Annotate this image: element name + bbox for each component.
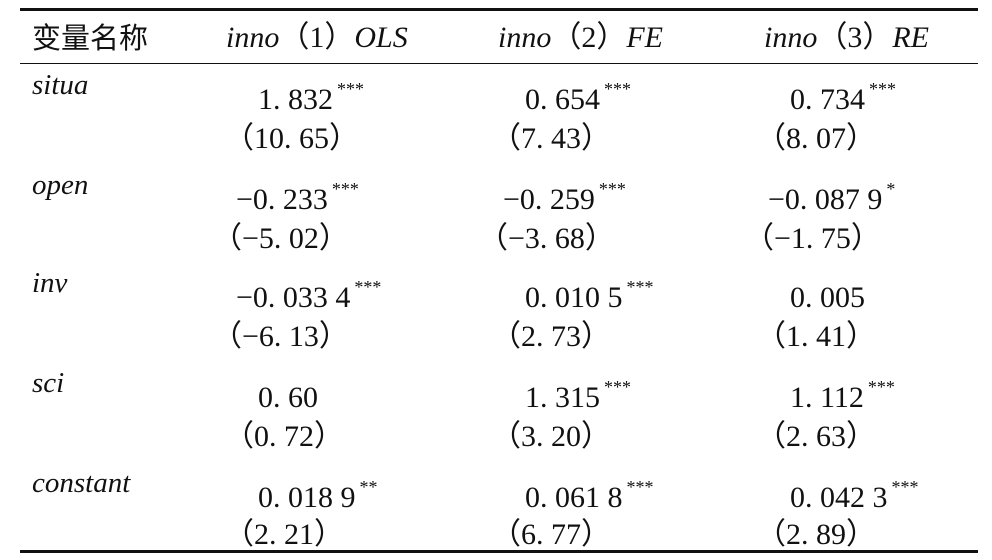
header-col-1: inno（1）OLS [226, 20, 408, 56]
t-stat-cell: （−1. 75） [744, 222, 881, 255]
coef-cell: −0. 259 *** [503, 172, 626, 217]
coef-value: −0. 033 4 [236, 281, 351, 314]
t-stat-cell: （−6. 13） [212, 320, 349, 353]
coef-value: 0. 010 5 [525, 281, 623, 314]
significance-stars: *** [869, 79, 896, 99]
header-rule [20, 63, 978, 64]
header-col-3-num: （3） [817, 21, 893, 54]
coef-cell: −0. 087 9 * [768, 172, 895, 217]
header-col-2-model: inno [498, 21, 552, 54]
coef-value: 1. 832 [258, 83, 333, 116]
table-header: 变量名称 inno（1）OLS inno（2）FE inno（3）RE [20, 12, 978, 62]
coef-value: 0. 042 3 [790, 481, 888, 514]
coef-cell: −0. 233 *** [236, 172, 359, 217]
row-variable-name: situa [32, 69, 89, 101]
t-stat-cell: （−5. 02） [212, 222, 349, 255]
significance-stars: *** [354, 277, 382, 297]
coef-cell: 0. 061 8 *** [525, 470, 654, 515]
header-col-1-method: OLS [354, 21, 408, 54]
header-variable-name: 变量名称 [32, 21, 149, 55]
coef-cell: 0. 005 [790, 270, 869, 315]
coef-cell: 0. 010 5 *** [525, 270, 654, 315]
t-stat-cell: （2. 63） [756, 420, 876, 453]
coef-cell: 1. 112 *** [790, 370, 895, 415]
coef-cell: 0. 654 *** [525, 72, 631, 117]
row-variable-name: sci [32, 367, 65, 399]
header-col-1-model: inno [226, 21, 280, 54]
header-col-3-model: inno [764, 21, 818, 54]
significance-stars: *** [626, 277, 654, 297]
bottom-rule [20, 550, 978, 553]
coef-value: 0. 60 [258, 381, 318, 414]
coef-cell: 1. 832 *** [258, 72, 364, 117]
coef-value: 0. 734 [790, 83, 865, 116]
coef-value: −0. 087 9 [768, 183, 883, 216]
significance-stars: *** [337, 79, 364, 99]
significance-stars: *** [626, 477, 654, 497]
coef-value: 1. 315 [525, 381, 600, 414]
coef-value: 0. 061 8 [525, 481, 623, 514]
regression-table: 变量名称 inno（1）OLS inno（2）FE inno（3）RE situ… [20, 8, 978, 556]
significance-stars: *** [867, 377, 895, 397]
header-col-3: inno（3）RE [764, 20, 929, 56]
header-col-1-num: （1） [279, 21, 355, 54]
coef-value: 0. 005 [790, 281, 865, 314]
significance-stars: *** [598, 179, 626, 199]
header-col-2-method: FE [626, 21, 663, 54]
row-variable-name: open [32, 169, 89, 201]
t-stat-cell: （7. 43） [491, 122, 611, 155]
coef-value: 0. 018 9 [258, 481, 356, 514]
header-col-2: inno（2）FE [498, 20, 663, 56]
significance-stars: *** [331, 179, 359, 199]
t-stat-cell: （6. 77） [491, 518, 611, 551]
coef-cell: 1. 315 *** [525, 370, 631, 415]
coef-cell: 0. 018 9 ** [258, 470, 378, 515]
header-col-3-method: RE [892, 21, 929, 54]
significance-stars: *** [604, 79, 631, 99]
t-stat-cell: （3. 20） [491, 420, 611, 453]
t-stat-cell: （1. 41） [756, 320, 876, 353]
t-stat-cell: （2. 21） [224, 518, 344, 551]
t-stat-cell: （2. 89） [756, 518, 876, 551]
t-stat-cell: （10. 65） [224, 122, 359, 155]
header-col-2-num: （2） [551, 21, 627, 54]
coef-cell: 0. 60 [258, 370, 322, 415]
t-stat-cell: （8. 07） [756, 122, 876, 155]
significance-stars: * [886, 179, 896, 199]
coef-value: −0. 259 [503, 183, 595, 216]
coef-cell: −0. 033 4 *** [236, 270, 381, 315]
significance-stars: ** [359, 477, 378, 497]
coef-cell: 0. 042 3 *** [790, 470, 919, 515]
coef-value: 1. 112 [790, 381, 864, 414]
t-stat-cell: （2. 73） [491, 320, 611, 353]
coef-value: 0. 654 [525, 83, 600, 116]
coef-cell: 0. 734 *** [790, 72, 896, 117]
row-variable-name: constant [32, 467, 131, 499]
significance-stars: *** [891, 477, 919, 497]
significance-stars: *** [604, 377, 631, 397]
t-stat-cell: （0. 72） [224, 420, 344, 453]
t-stat-cell: （−3. 68） [478, 222, 615, 255]
top-rule [20, 8, 978, 11]
coef-value: −0. 233 [236, 183, 328, 216]
row-variable-name: inv [32, 267, 68, 299]
